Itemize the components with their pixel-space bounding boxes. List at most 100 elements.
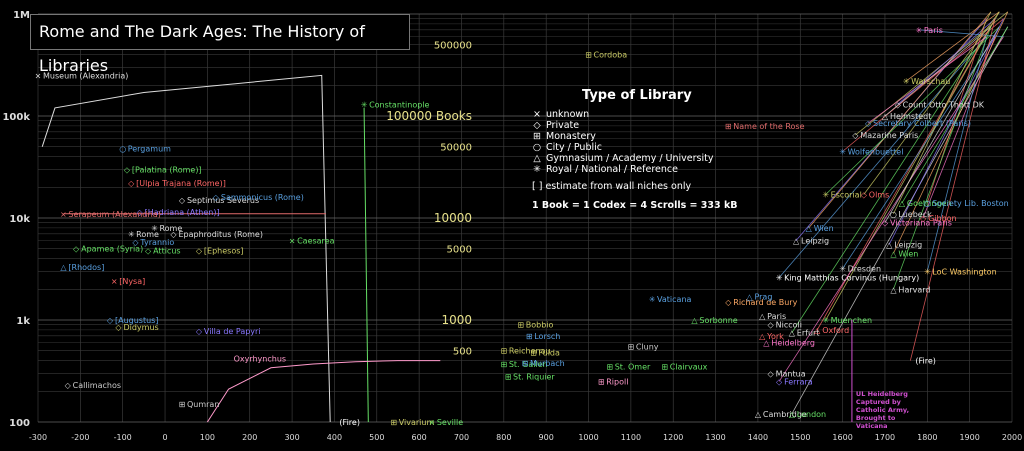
annotation-label: Museum (Alexandria) xyxy=(43,71,128,80)
growth-line xyxy=(884,26,1000,223)
annotation-label: (Fire) xyxy=(339,418,360,427)
annotation-label: [Nysa] xyxy=(119,277,145,286)
modern-lines xyxy=(778,11,1009,415)
annotation-label: Cordoba xyxy=(594,51,628,60)
annotation-marker: × xyxy=(111,277,118,286)
annotation-marker: ◇ xyxy=(196,327,203,336)
annotation-label: Oxford xyxy=(822,326,849,335)
annotation-label: Harvard xyxy=(898,285,930,294)
annotation-label: St. Riquier xyxy=(513,372,555,381)
annotation-marker: × xyxy=(428,418,435,427)
legend-label: unknown xyxy=(546,109,590,120)
legend-label: Gymnasium / Academy / University xyxy=(546,153,714,164)
growth-line xyxy=(884,26,992,117)
annotation-label: St. Omer xyxy=(615,363,651,372)
axes: -300 -200 -100 0 100 200 300 400 500 600 700 800 900… xyxy=(2,10,1022,442)
legend-label: Royal / National / Reference xyxy=(546,164,678,175)
annotation-label: Prag xyxy=(754,292,772,301)
triangle-icon: △ xyxy=(533,153,541,164)
annotation-label: Olms xyxy=(869,190,889,199)
annotation-label: Apamea (Syria) xyxy=(81,245,143,254)
annotation-marker: ◇ xyxy=(852,131,859,140)
annotation-marker: ◇ xyxy=(895,100,902,109)
annotation-label: [Palatina (Rome)] xyxy=(132,165,202,174)
annotation-label: LoC Washington xyxy=(932,267,996,276)
annotation-marker: ◇ xyxy=(137,208,144,217)
annotation-label: Rome xyxy=(136,230,159,239)
annotation-label: Cluny xyxy=(636,342,659,351)
annotation-marker: ✳ xyxy=(776,274,783,283)
series-line xyxy=(41,74,331,423)
x-tick-label: 0 xyxy=(162,433,167,442)
annotation-marker: ◇ xyxy=(865,119,872,128)
annotation-label: Escorial xyxy=(831,190,862,199)
annotation-label: York xyxy=(766,332,784,341)
annotation-marker: ✳ xyxy=(915,26,922,35)
annotation-marker: ◇ xyxy=(861,190,868,199)
x-tick-label: 1800 xyxy=(917,433,937,442)
x-tick-label: 100 xyxy=(200,433,215,442)
x-tick-label: 300 xyxy=(284,433,299,442)
y-tick-label: 100k xyxy=(2,112,30,123)
growth-line xyxy=(825,11,1000,321)
annotation-marker: ◇ xyxy=(776,377,783,386)
annotation-marker: ◇ xyxy=(65,381,72,390)
annotation-label: Reichenau xyxy=(509,347,551,356)
annotation-marker: ◇ xyxy=(768,369,775,378)
annotation-label: Rome xyxy=(159,224,182,233)
annotation-marker: △ xyxy=(789,410,796,419)
annotation-label: Fulda xyxy=(538,349,560,358)
annotation-label: Erfurt xyxy=(797,329,820,338)
growth-line xyxy=(808,11,992,229)
annotation-marker: △ xyxy=(793,237,800,246)
growth-line xyxy=(791,26,1009,415)
legend-item-university: △ Gymnasium / Academy / University xyxy=(532,153,752,164)
annotation-label: Victoriana Paris xyxy=(890,219,952,228)
annotation-marker: △ xyxy=(890,249,897,258)
series-line xyxy=(206,360,441,423)
x-tick-label: 1700 xyxy=(875,433,895,442)
inner-scale-label: 500 xyxy=(453,347,472,358)
series-line xyxy=(363,107,369,423)
annotation-marker: ⊞ xyxy=(661,363,668,372)
annotation-marker: △ xyxy=(789,329,796,338)
legend: Type of Library × unknown ◇ Private ⊞ Monas… xyxy=(532,88,752,211)
annotation-label: Society Lib. Boston xyxy=(932,199,1008,208)
annotation-marker: ○ xyxy=(890,210,897,219)
annotation-marker: ○ xyxy=(119,145,126,154)
callout-text: Brought to xyxy=(856,414,896,422)
x-tick-label: 1000 xyxy=(578,433,598,442)
x-tick-label: 900 xyxy=(539,433,554,442)
annotation-marker: ⊞ xyxy=(585,51,592,60)
annotation-label: Gibbon xyxy=(928,214,957,223)
x-tick-label: 800 xyxy=(496,433,511,442)
annotation-label: Muenchen xyxy=(831,316,872,325)
annotation-label: Oxyrhynchus xyxy=(234,354,287,363)
annotation-label: Niccoli xyxy=(776,321,802,330)
annotation-label: Goettingen xyxy=(907,199,952,208)
annotation-marker: △ xyxy=(882,112,889,121)
growth-line xyxy=(905,11,1000,82)
annotation-marker: ⊞ xyxy=(606,363,613,372)
y-tick-label: 1M xyxy=(13,10,30,21)
annotation-marker: △ xyxy=(759,332,766,341)
annotation-label: Helmstedt xyxy=(890,112,931,121)
annotation-marker: ◇ xyxy=(132,238,139,247)
annotation-marker: ◇ xyxy=(128,179,135,188)
annotation-label: [Ephesos] xyxy=(204,247,244,256)
annotation-marker: ✳ xyxy=(361,100,368,109)
annotation-label: Murbach xyxy=(530,359,565,368)
annotation-label: [Ulpia Trajana (Rome)] xyxy=(136,179,226,188)
inner-scale-label: 1000 xyxy=(441,313,472,327)
annotation-label: Ferrara xyxy=(784,377,813,386)
annotation-label: Wien xyxy=(814,224,834,233)
annotation-marker: △ xyxy=(890,285,897,294)
annotation-label: Paris xyxy=(924,26,943,35)
annotation-marker: △ xyxy=(806,224,813,233)
callout-text: Catholic Army, xyxy=(856,406,909,414)
annotation-label: Count Otto Thott DK xyxy=(903,100,985,109)
annotation-label: Sorbonne xyxy=(699,316,737,325)
series-lines xyxy=(41,74,441,423)
annotation-label: Vivarium xyxy=(399,418,435,427)
annotation-marker: ⊞ xyxy=(179,400,186,409)
